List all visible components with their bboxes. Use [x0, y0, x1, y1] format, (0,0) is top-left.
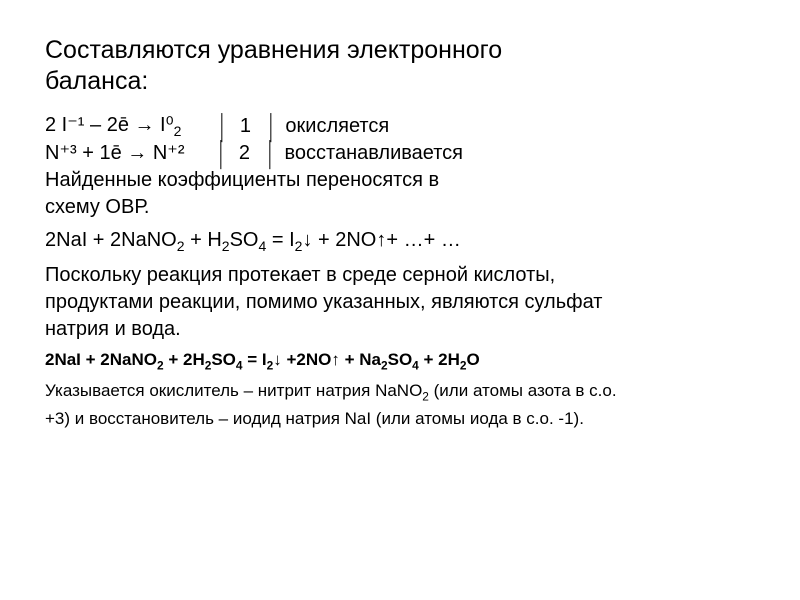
paragraph-1-line-2: схему ОВР.	[45, 194, 755, 221]
electron-balance-row-2: N⁺³ + 1ē → N⁺² │ 2 │ восстанавливается	[45, 140, 755, 167]
paragraph-1-line-1: Найденные коэффициенты переносятся в	[45, 167, 755, 194]
closing-line-1: Указывается окислитель – нитрит натрия N…	[45, 380, 755, 404]
multiplier-2: 2	[235, 140, 253, 167]
process-label-2: восстанавливается	[284, 140, 463, 167]
title-line-1: Составляются уравнения электронного	[45, 36, 502, 64]
equation-final: 2NaI + 2NaNO2 + 2H2SO4 = I2↓ +2NO↑ + Na2…	[45, 349, 755, 373]
divider-bar: │	[266, 143, 275, 167]
divider-bar: │	[218, 116, 227, 140]
divider-bar: │	[267, 116, 276, 140]
equation-intermediate: 2NaI + 2NaNO2 + H2SO4 = I2↓ + 2NO↑+ …+ …	[45, 227, 755, 256]
process-label-1: окисляется	[285, 113, 389, 140]
multiplier-1: 1	[236, 113, 254, 140]
paragraph-2-line-2: продуктами реакции, помимо указанных, яв…	[45, 289, 755, 316]
slide-title: Составляются уравнения электронного бала…	[45, 35, 755, 98]
electron-balance-row-1: 2 I⁻¹ – 2ē → I⁰2 │ 1 │ окисляется	[45, 112, 755, 141]
paragraph-2-line-3: натрия и вода.	[45, 316, 755, 343]
half-reaction-2: N⁺³ + 1ē → N⁺²	[45, 140, 184, 167]
closing-line-2: +3) и восстановитель – иодид натрия NaI …	[45, 408, 755, 431]
half-reaction-1: 2 I⁻¹ – 2ē → I⁰2	[45, 112, 181, 141]
title-line-2: баланса:	[45, 67, 148, 95]
divider-bar: │	[217, 143, 226, 167]
paragraph-2-line-1: Поскольку реакция протекает в среде серн…	[45, 262, 755, 289]
